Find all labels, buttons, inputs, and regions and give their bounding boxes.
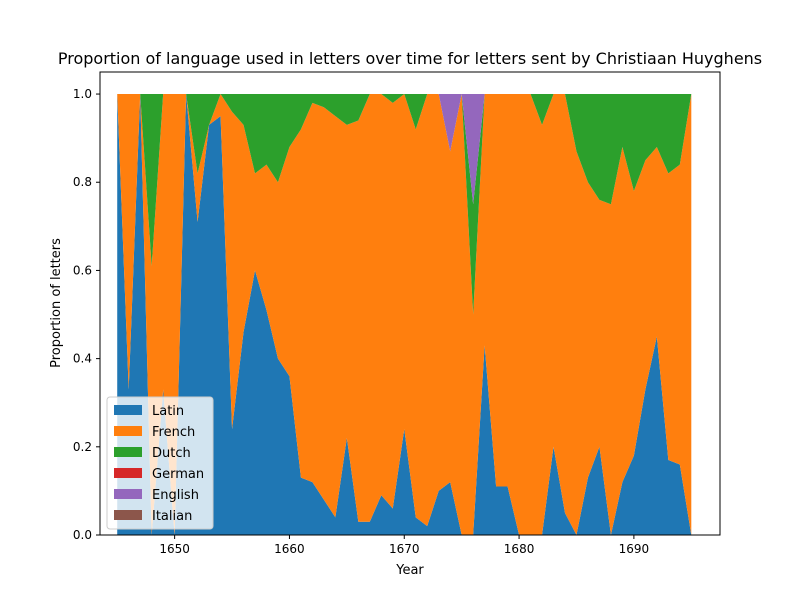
legend-swatch-italian bbox=[114, 510, 142, 520]
y-tick-label: 0.2 bbox=[73, 440, 92, 454]
legend-label-latin: Latin bbox=[152, 404, 184, 419]
area-series-dutch bbox=[117, 94, 692, 315]
x-axis: 1650 1660 1670 1680 1690 bbox=[159, 535, 649, 556]
x-tick-label: 1690 bbox=[619, 542, 650, 556]
x-tick-label: 1650 bbox=[159, 542, 190, 556]
area-series-latin bbox=[117, 94, 692, 536]
x-tick-label: 1680 bbox=[504, 542, 535, 556]
legend-swatch-dutch bbox=[114, 447, 142, 457]
chart-title: Proportion of language used in letters o… bbox=[58, 49, 762, 68]
legend-label-italian: Italian bbox=[152, 509, 192, 524]
y-axis-label: Proportion of letters bbox=[49, 238, 64, 368]
plot-frame bbox=[99, 71, 721, 536]
area-layer bbox=[117, 94, 692, 536]
x-axis-label: Year bbox=[395, 563, 424, 578]
legend-label-french: French bbox=[152, 425, 195, 440]
y-tick-label: 1.0 bbox=[73, 87, 92, 101]
legend-swatch-english bbox=[114, 489, 142, 499]
area-series-french bbox=[117, 94, 692, 536]
legend: Latin French Dutch German English Italian bbox=[106, 396, 214, 530]
legend-swatch-german bbox=[114, 468, 142, 478]
legend-swatch-french bbox=[114, 426, 142, 436]
legend-label-english: English bbox=[152, 488, 199, 503]
y-tick-label: 0.6 bbox=[73, 263, 92, 277]
legend-swatch-latin bbox=[114, 405, 142, 415]
y-tick-label: 0.4 bbox=[73, 352, 92, 366]
y-tick-label: 0.0 bbox=[73, 528, 92, 542]
x-tick-label: 1660 bbox=[274, 542, 305, 556]
y-tick-label: 0.8 bbox=[73, 175, 92, 189]
legend-label-german: German bbox=[152, 467, 204, 482]
legend-label-dutch: Dutch bbox=[152, 446, 191, 461]
x-tick-label: 1670 bbox=[389, 542, 420, 556]
y-axis: 0.0 0.2 0.4 0.6 0.8 1.0 bbox=[73, 87, 100, 542]
